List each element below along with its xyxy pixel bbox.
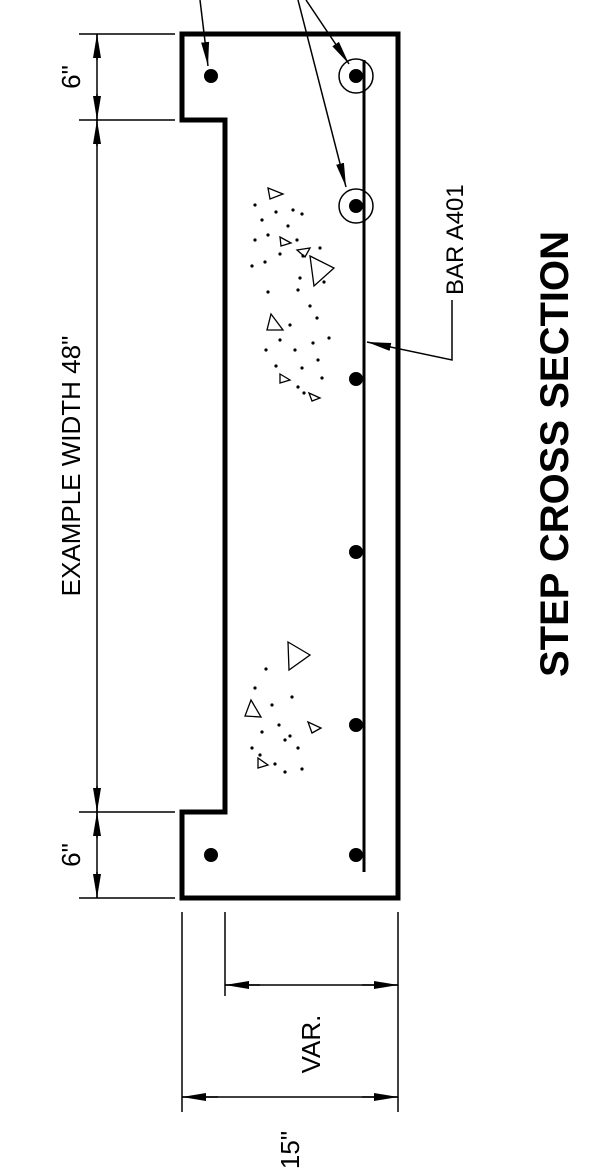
dim-top-label: 6" <box>56 65 86 89</box>
rebar-dot <box>349 848 363 862</box>
dim-var-label: VAR. <box>296 1015 326 1074</box>
vertical-dimensions <box>79 33 175 899</box>
rebar-dot <box>204 848 218 862</box>
horizontal-dimensions <box>181 912 399 1112</box>
concrete-triangles <box>244 186 336 769</box>
dim-bottom-label: 6" <box>56 843 86 867</box>
rebar-dot <box>349 718 363 732</box>
dim-total-label: 15" <box>275 1131 305 1169</box>
leader-lines-top <box>199 0 350 188</box>
dim-width-label: EXAMPLE WIDTH 48" <box>56 336 86 597</box>
rebar-dot <box>349 199 363 213</box>
step-outline <box>179 31 401 901</box>
drawing-title: STEP CROSS SECTION <box>533 231 577 677</box>
concrete-aggregate <box>250 203 331 774</box>
callout-circle <box>338 188 374 224</box>
callout-circle <box>338 58 374 94</box>
rebar-dot <box>349 545 363 559</box>
rebar-dot <box>204 69 218 83</box>
bar-label: BAR A401 <box>442 184 469 295</box>
rebar-dot <box>349 69 363 83</box>
rebar-dot <box>349 372 363 386</box>
bar-leader <box>366 300 453 361</box>
rebar-dots <box>204 69 363 862</box>
